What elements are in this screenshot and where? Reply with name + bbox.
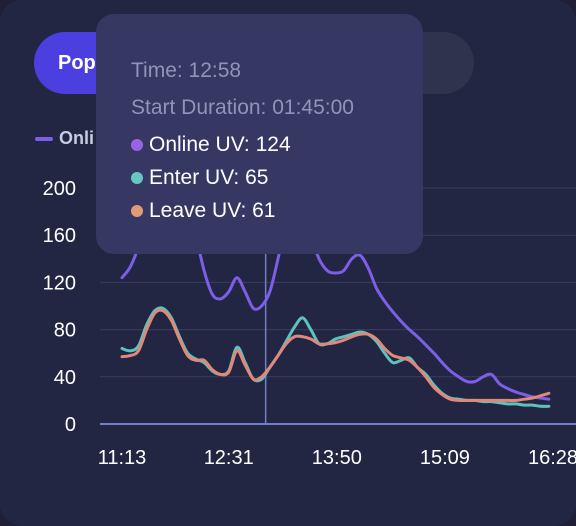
x-tick-label: 16:28 [528, 447, 576, 469]
x-tick-label: 11:13 [98, 447, 147, 469]
tooltip-dot-online [131, 138, 143, 151]
tooltip-dot-enter [131, 171, 143, 184]
y-tick-label: 200 [43, 178, 76, 200]
y-tick-label: 0 [65, 414, 76, 436]
chart-tooltip: Time: 12:58 Start Duration: 01:45:00 Onl… [96, 14, 423, 254]
y-tick-label: 80 [54, 320, 76, 342]
tooltip-row-leave: Leave UV: 61 [131, 194, 423, 227]
tooltip-enter-value: Enter UV: 65 [149, 166, 269, 189]
y-tick-label: 160 [43, 225, 76, 247]
tooltip-row-enter: Enter UV: 65 [131, 161, 423, 194]
series-line-leave-uv [120, 308, 551, 402]
x-tick-label: 12:31 [204, 447, 254, 469]
y-tick-label: 120 [43, 272, 76, 294]
tooltip-row-online: Online UV: 124 [131, 128, 423, 161]
legend-label-online: Onli [59, 128, 94, 148]
legend-swatch-online [35, 136, 53, 141]
y-tick-label: 40 [54, 367, 76, 389]
tooltip-time: Time: 12:58 [131, 59, 242, 82]
chart-legend[interactable]: Onli [35, 128, 94, 149]
series-line-enter-uv [120, 306, 551, 408]
x-tick-label: 13:50 [312, 447, 362, 469]
tooltip-online-value: Online UV: 124 [149, 133, 291, 156]
tooltip-dot-leave [131, 204, 143, 217]
tooltip-start-duration: Start Duration: 01:45:00 [131, 96, 354, 119]
tooltip-leave-value: Leave UV: 61 [149, 199, 276, 222]
x-tick-label: 15:09 [420, 447, 470, 469]
